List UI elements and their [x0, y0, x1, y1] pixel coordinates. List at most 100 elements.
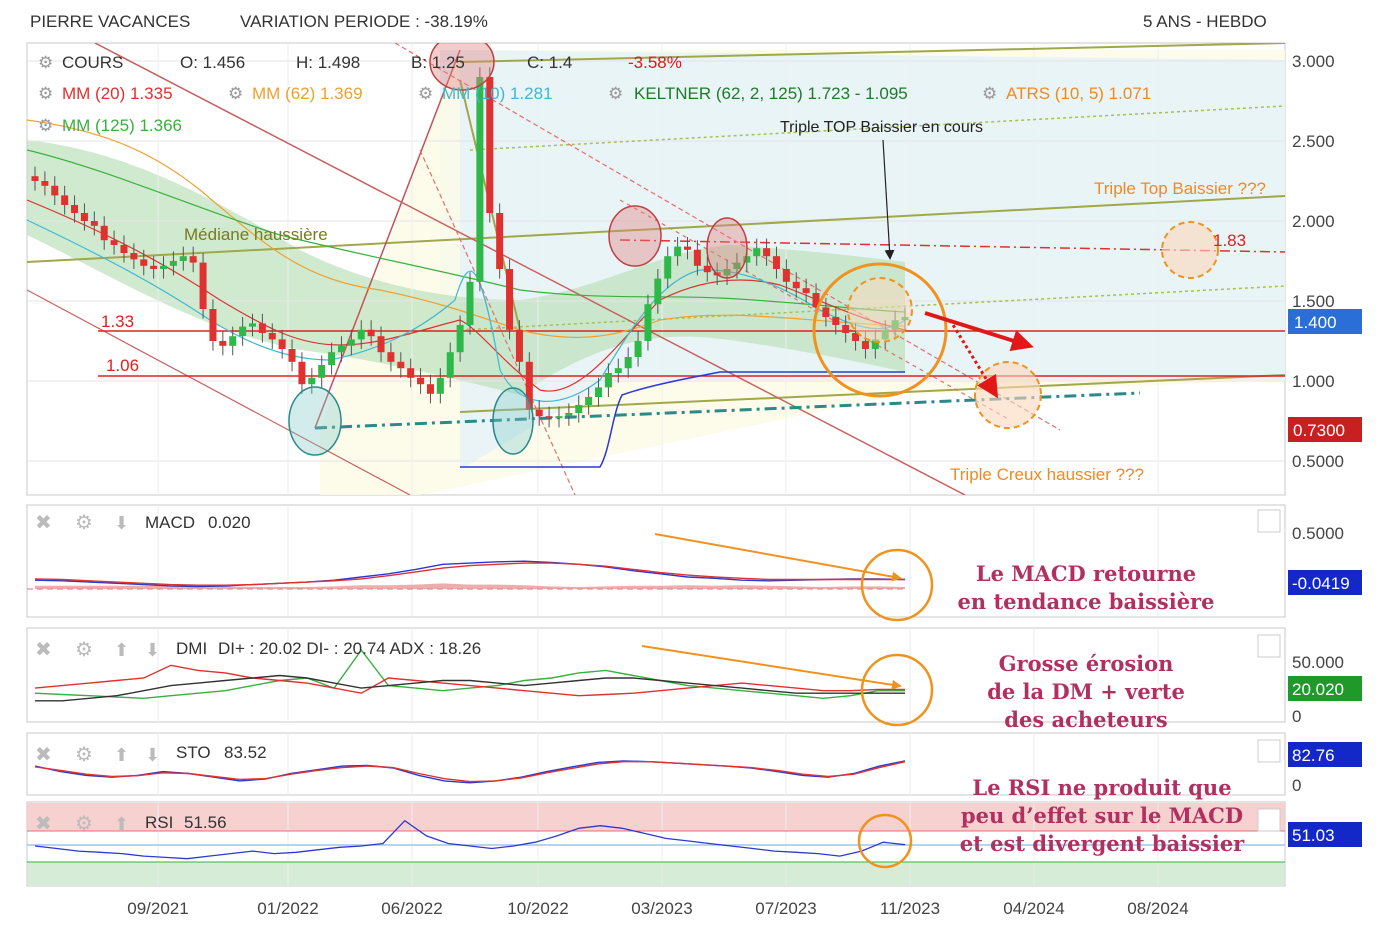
- macd-orange-arrow: [654, 533, 902, 582]
- red-arrow-down: [948, 319, 999, 399]
- triple-top-question-label: Triple Top Baissier ???: [1094, 179, 1266, 198]
- top-circle-1: [429, 43, 495, 91]
- dmi-plus-line: [34, 648, 905, 700]
- future-top-dashed: [1161, 221, 1219, 279]
- rsi-line: [34, 819, 906, 860]
- dmi-note-3: des acheteurs: [1004, 707, 1167, 732]
- legend-cours: COURS: [62, 53, 123, 72]
- candle-body: [624, 357, 632, 369]
- arrow-down-icon[interactable]: ⬇: [114, 513, 129, 533]
- candle-body: [515, 329, 523, 362]
- candle-body: [506, 269, 514, 330]
- candle-body: [466, 281, 474, 325]
- candle-body: [792, 281, 800, 289]
- rsi-checkbox[interactable]: [1257, 808, 1281, 832]
- x-tick-label: 03/2023: [631, 899, 692, 918]
- macd-checkbox[interactable]: [1257, 509, 1281, 533]
- candle-body: [753, 248, 761, 257]
- candle-body: [189, 256, 197, 263]
- gear-icon[interactable]: ⚙: [75, 813, 93, 835]
- gear-icon[interactable]: ⚙: [38, 53, 53, 72]
- macd-signal-line: [34, 562, 905, 586]
- dmi-checkbox[interactable]: [1257, 634, 1281, 658]
- main-panel: Triple TOP Baissier en cours Triple Top …: [26, 42, 1362, 496]
- candle-body: [179, 256, 187, 261]
- candle-body: [209, 309, 217, 341]
- arrow-up-icon[interactable]: ⬆: [114, 814, 129, 834]
- rsi-note-1: Le RSI ne produit que: [972, 775, 1231, 800]
- dmi-minus-line: [34, 664, 905, 697]
- candle-body: [743, 256, 751, 263]
- gear-icon[interactable]: ⚙: [418, 84, 433, 103]
- top-circle-3: [706, 217, 748, 279]
- dmi-orange-circle: [860, 653, 934, 727]
- rsi-orange-circle: [857, 813, 913, 869]
- median-line: [27, 195, 1285, 263]
- red-arrow-right: [924, 311, 1034, 352]
- level-183-label: 1.83: [1213, 231, 1246, 250]
- close-icon[interactable]: ✖: [35, 639, 52, 661]
- candle-body: [61, 195, 69, 205]
- y-tick-label: 2.500: [1292, 132, 1335, 151]
- arrow-down-icon[interactable]: ⬇: [145, 745, 160, 765]
- arrow-up-icon[interactable]: ⬆: [114, 640, 129, 660]
- macd-note-1: Le MACD retourne: [976, 561, 1196, 586]
- candle-body: [634, 341, 642, 357]
- gear-icon[interactable]: ⚙: [982, 84, 997, 103]
- rsi-badge-text: 51.03: [1292, 826, 1335, 845]
- candle-body: [436, 377, 444, 394]
- gear-icon[interactable]: ⚙: [38, 84, 53, 103]
- down-dashed-2: [419, 149, 576, 495]
- dmi-y-tick-0: 0: [1292, 707, 1301, 726]
- dmi-label: DMI: [176, 639, 207, 658]
- gear-icon[interactable]: ⚙: [608, 84, 623, 103]
- close-icon[interactable]: ✖: [35, 813, 52, 835]
- candle-body: [318, 365, 326, 378]
- low-circle-1: [288, 386, 342, 456]
- down-dashed-3: [619, 199, 1011, 421]
- candle-body: [90, 221, 98, 226]
- candle-body: [120, 245, 128, 253]
- close-icon[interactable]: ✖: [35, 512, 52, 534]
- rsi-badge: [1288, 822, 1362, 847]
- rsi-note-3: et est divergent baissier: [960, 831, 1245, 856]
- macd-vgrid: [157, 505, 1159, 617]
- gear-icon[interactable]: ⚙: [228, 84, 243, 103]
- y-tick-label: 1.500: [1292, 292, 1335, 311]
- atrs-badge-text: 0.7300: [1293, 421, 1345, 440]
- candle-body: [644, 304, 652, 341]
- legend-change: -3.58%: [628, 53, 682, 72]
- x-tick-label: 10/2022: [507, 899, 568, 918]
- sto-checkbox[interactable]: [1257, 739, 1281, 763]
- candle-body: [337, 345, 345, 353]
- candle-body: [219, 341, 227, 346]
- candle-body: [832, 317, 840, 325]
- candle-body: [614, 368, 622, 373]
- candle-body: [674, 246, 682, 257]
- down-line-1: [94, 43, 966, 495]
- arrow-up-icon[interactable]: ⬆: [114, 745, 129, 765]
- close-icon[interactable]: ✖: [35, 744, 52, 766]
- candle-body: [249, 323, 256, 327]
- legend-keltner: KELTNER (62, 2, 125) 1.723 - 1.095: [634, 84, 908, 103]
- candle-body: [288, 349, 296, 362]
- candle-body: [426, 384, 434, 394]
- x-tick-label: 06/2022: [381, 899, 442, 918]
- candle-body: [555, 416, 563, 419]
- candle-body: [812, 293, 820, 308]
- candle-body: [258, 323, 266, 333]
- arrow-down-icon[interactable]: ⬇: [145, 640, 160, 660]
- candle-body: [239, 326, 247, 337]
- gear-icon[interactable]: ⚙: [75, 512, 93, 534]
- gear-icon[interactable]: ⚙: [75, 639, 93, 661]
- top-circle-2: [608, 205, 662, 267]
- legend-high: H: 1.498: [296, 53, 360, 72]
- candle-body: [535, 409, 543, 417]
- price-legend: ⚙ COURS O: 1.456 H: 1.498 B: 1.25 C: 1.4…: [38, 53, 1151, 135]
- gear-icon[interactable]: ⚙: [75, 744, 93, 766]
- x-tick-label: 04/2024: [1003, 899, 1064, 918]
- sto-y-tick-0: 0: [1292, 776, 1301, 795]
- candle-body: [417, 377, 425, 385]
- gear-icon[interactable]: ⚙: [38, 116, 53, 135]
